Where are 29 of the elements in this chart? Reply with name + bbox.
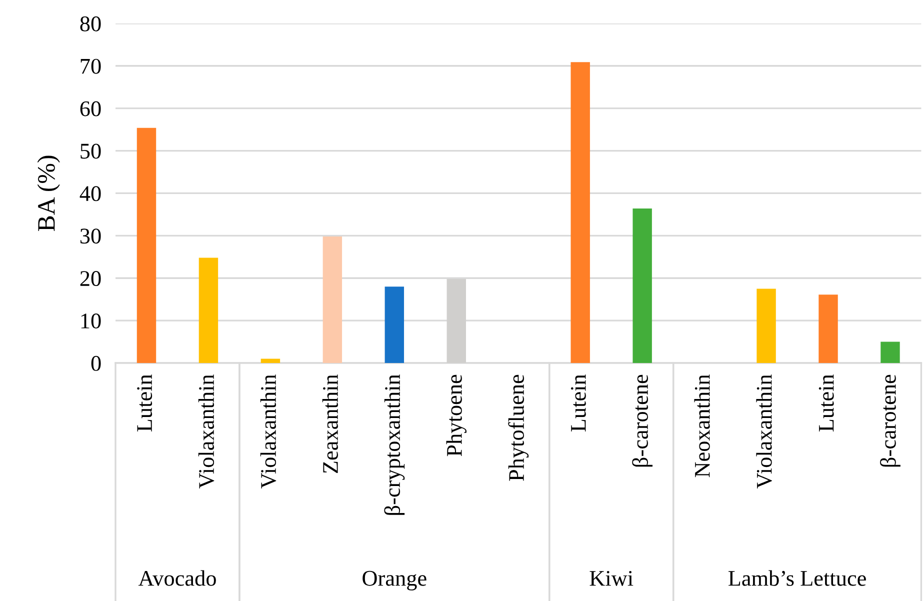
y-tick-label: 40: [80, 186, 101, 202]
x-tick-label: β-cryptoxanthin: [384, 374, 405, 515]
y-tick-label: 80: [80, 16, 101, 32]
x-tick-label: Violaxanthin: [756, 374, 772, 489]
text: Lamb’s Lettuce: [728, 570, 866, 586]
x-tick-label: Zeaxanthin: [322, 374, 338, 474]
x-tick-label: Lutein: [818, 374, 834, 432]
y-tick-label: 30: [80, 228, 101, 244]
x-tick-label: β-carotene: [880, 374, 900, 467]
x-tick-label: Lutein: [570, 374, 586, 432]
text: Kiwi: [590, 570, 634, 586]
y-axis-title: BA (%): [37, 156, 60, 232]
y-tick-label: 70: [80, 58, 101, 74]
bar: [384, 286, 404, 364]
x-tick-label: Violaxanthin: [198, 374, 214, 489]
text: Avocado: [138, 570, 216, 586]
y-tick-label: 20: [80, 271, 101, 286]
x-tick-label: Lutein: [137, 374, 152, 432]
x-tick-label: Phytofluene: [508, 374, 529, 481]
x-tick-label: Phytoene: [446, 374, 466, 456]
x-tick-label: Violaxanthin: [260, 374, 276, 489]
x-tick-label: β-carotene: [632, 374, 653, 467]
x-tick-label: Neoxanthin: [694, 374, 710, 478]
y-tick-label: 0: [91, 356, 101, 371]
y-tick-label: 10: [81, 313, 101, 328]
bar: [322, 236, 342, 364]
y-tick-label: 50: [80, 144, 101, 159]
text: Orange: [362, 570, 426, 590]
y-tick-label: 60: [80, 101, 101, 116]
